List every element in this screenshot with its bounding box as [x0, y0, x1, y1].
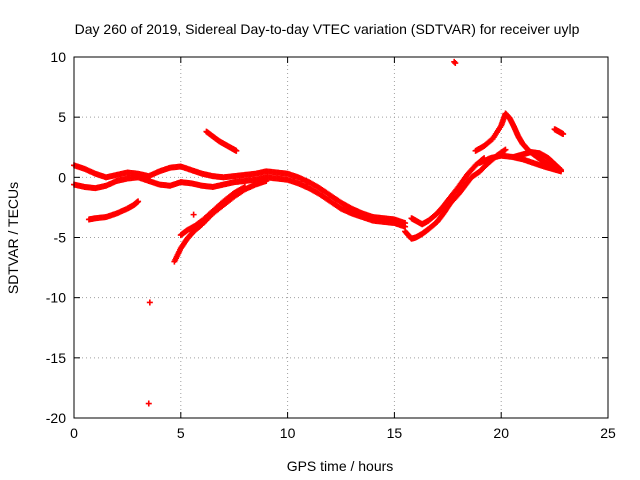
- axis-ticks: 0 5 10 15 20 25 -20 -15 -10 -5 0 5 10: [46, 49, 616, 441]
- x-tick-label: 5: [177, 425, 185, 441]
- data-point-outliers: [145, 400, 152, 407]
- data-point-arc-rise-a: [263, 177, 270, 184]
- x-tick-label: 15: [387, 425, 403, 441]
- data-point-arc-peak-mid: [558, 167, 565, 174]
- data-point-outliers: [190, 211, 197, 218]
- data-point-arc-rise-b: [241, 183, 248, 190]
- y-tick-label: 5: [58, 109, 66, 125]
- x-tick-label: 25: [600, 425, 616, 441]
- y-tick-label: -15: [46, 350, 66, 366]
- x-tick-label: 20: [493, 425, 509, 441]
- grid: [74, 57, 608, 418]
- y-tick-label: -10: [46, 290, 66, 306]
- data-point-arc-early-low: [135, 198, 142, 205]
- x-tick-label: 10: [280, 425, 296, 441]
- data-point-outliers: [452, 60, 459, 67]
- data-point-arc-late-dip: [502, 146, 509, 153]
- data-point-outliers: [146, 299, 153, 306]
- chart-title: Day 260 of 2019, Sidereal Day-to-day VTE…: [75, 21, 580, 37]
- y-tick-label: 0: [58, 169, 66, 185]
- data-points: [71, 58, 567, 407]
- x-tick-label: 0: [70, 425, 78, 441]
- y-tick-label: -5: [54, 230, 67, 246]
- data-point-arc-end-high: [560, 131, 567, 138]
- y-tick-label: 10: [50, 49, 66, 65]
- x-axis-label: GPS time / hours: [287, 458, 394, 474]
- data-point-arc-mid-high: [233, 147, 240, 154]
- y-tick-label: -20: [46, 410, 66, 426]
- y-axis-label: SDTVAR / TECUs: [5, 182, 21, 294]
